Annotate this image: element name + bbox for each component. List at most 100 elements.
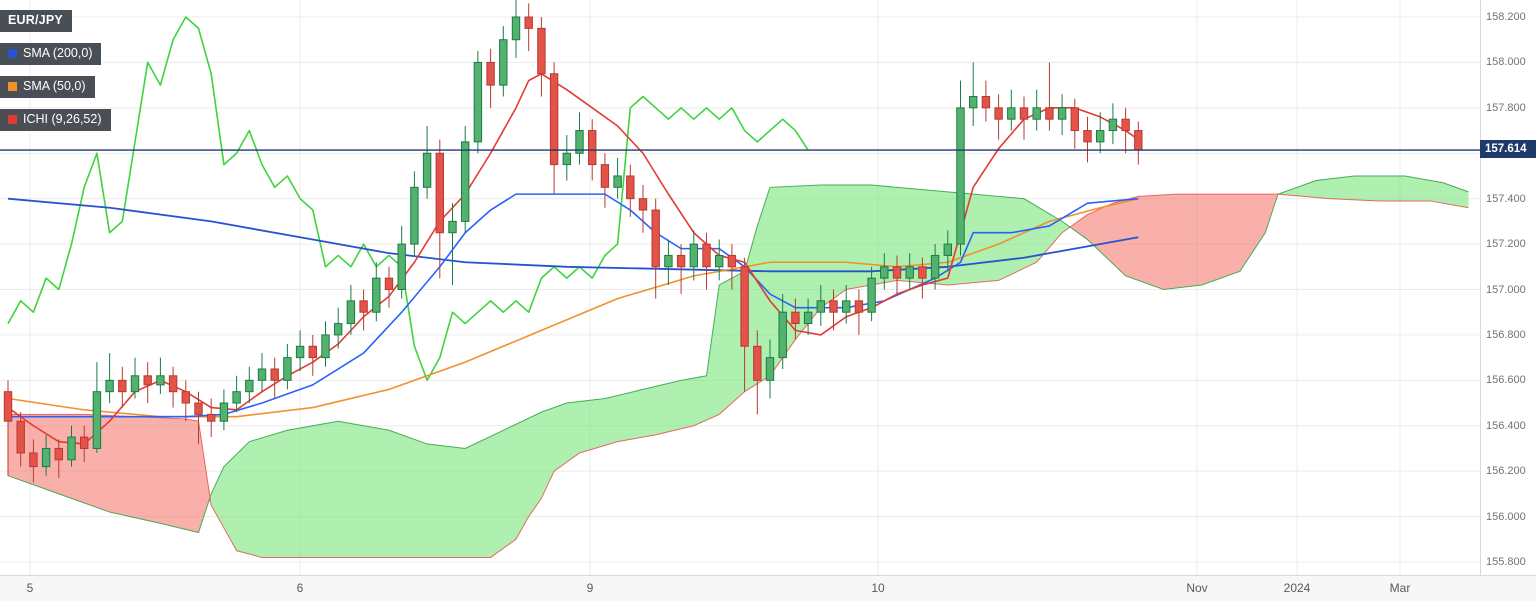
candle	[1032, 107, 1041, 120]
candle	[334, 323, 343, 336]
candle	[384, 277, 394, 291]
candle	[880, 266, 889, 279]
chikou-span-line	[7, 16, 809, 382]
candle	[791, 311, 800, 325]
time-axis-label: Nov	[1186, 581, 1208, 595]
ichimoku-color-icon	[8, 115, 17, 124]
legend-item-sma200[interactable]: SMA (200,0)	[0, 43, 102, 65]
candle	[422, 152, 432, 188]
candle	[753, 345, 762, 381]
time-axis-label: 6	[296, 581, 304, 595]
candle	[448, 220, 457, 234]
price-axis-label: 158.000	[1486, 56, 1526, 69]
candle	[473, 61, 483, 143]
candle	[219, 402, 229, 422]
price-axis-label: 156.200	[1486, 465, 1526, 478]
price-axis-label: 156.600	[1486, 374, 1526, 387]
candle	[3, 391, 13, 422]
candle	[1070, 107, 1079, 132]
candle	[1108, 118, 1118, 132]
price-axis-label: 158.200	[1486, 11, 1526, 23]
candle	[92, 391, 102, 449]
candle	[321, 334, 330, 359]
candle	[295, 345, 305, 359]
price-axis-label: 157.200	[1486, 238, 1526, 251]
candle	[1121, 118, 1130, 132]
candle	[181, 391, 191, 404]
current-price-value: 157.614	[1485, 143, 1527, 156]
candle	[346, 300, 356, 325]
candle	[778, 311, 787, 359]
price-axis[interactable]: 158.200 158.000 157.800 157.400 157.200 157.0…	[1480, 0, 1536, 575]
plot-area[interactable]	[0, 0, 1480, 575]
candle	[765, 357, 775, 381]
candle	[651, 209, 660, 268]
time-axis[interactable]: 5 6 9 10 Nov 2024 Mar	[0, 575, 1536, 601]
candle	[156, 375, 165, 386]
candle	[486, 61, 495, 86]
candle	[308, 345, 318, 359]
candle	[1096, 130, 1105, 143]
candle	[867, 277, 876, 313]
candle	[638, 198, 648, 211]
candle	[270, 368, 279, 381]
candle	[118, 379, 127, 393]
candle	[994, 107, 1003, 120]
candle	[664, 254, 673, 268]
legend-item-sma50[interactable]: SMA (50,0)	[0, 76, 95, 98]
candle	[626, 175, 635, 200]
candle	[702, 243, 711, 268]
candle	[981, 95, 991, 109]
sma50-label: SMA (50,0)	[23, 79, 86, 93]
candle	[816, 300, 825, 313]
candle	[359, 300, 368, 313]
sma200-color-icon	[8, 49, 17, 58]
time-axis-label: 5	[26, 581, 34, 595]
candle	[740, 266, 749, 347]
candle	[918, 266, 927, 279]
candle	[715, 254, 724, 268]
sma200-label: SMA (200,0)	[23, 46, 93, 60]
candle	[194, 402, 203, 415]
price-axis-label: 157.400	[1486, 192, 1526, 205]
candle	[143, 375, 152, 386]
ichimoku-cloud-red	[1071, 194, 1278, 290]
candle	[676, 254, 686, 268]
price-axis-label: 156.000	[1486, 510, 1526, 523]
ichimoku-cloud-red	[8, 414, 212, 533]
candle	[54, 447, 63, 461]
candle	[549, 73, 559, 166]
symbol-badge[interactable]: EUR/JPY	[0, 10, 72, 32]
candle	[956, 107, 965, 245]
candle	[524, 16, 533, 29]
candle	[168, 375, 178, 393]
candle	[232, 391, 241, 404]
candle	[943, 243, 952, 256]
price-axis-label: 156.400	[1486, 419, 1526, 432]
time-axis-label: Mar	[1389, 581, 1411, 595]
candle	[499, 39, 508, 86]
candle	[537, 27, 546, 75]
candle	[207, 413, 216, 422]
candle	[435, 152, 445, 234]
symbol-label: EUR/JPY	[8, 13, 63, 27]
candle	[1019, 107, 1029, 120]
legend-panel: EUR/JPY SMA (200,0) SMA (50,0) ICHI (9,2…	[0, 10, 111, 131]
ichimoku-label: ICHI (9,26,52)	[23, 112, 102, 126]
price-axis-label: 155.800	[1486, 556, 1526, 568]
candle	[67, 436, 76, 461]
time-axis-label: 10	[871, 581, 885, 595]
ichimoku-cloud-green	[1278, 175, 1469, 208]
candle	[511, 16, 521, 41]
candle	[283, 357, 292, 381]
candle	[105, 379, 114, 393]
candle	[600, 164, 610, 188]
candle	[727, 254, 737, 268]
candle	[16, 420, 25, 454]
candle	[892, 266, 902, 279]
candle	[829, 300, 838, 313]
legend-item-ichimoku[interactable]: ICHI (9,26,52)	[0, 109, 111, 131]
candle	[257, 368, 267, 381]
